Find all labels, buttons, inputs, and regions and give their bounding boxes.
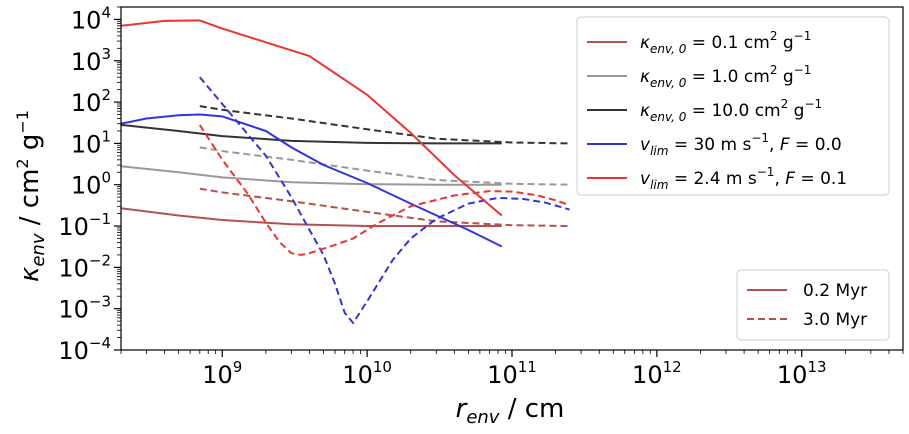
x-tick-label-4: 1013 <box>777 358 827 389</box>
series-line-v24-0.2 <box>121 19 503 217</box>
x-tick-label-3: 1012 <box>632 358 682 389</box>
x-tick-label-2: 1011 <box>487 358 537 389</box>
legend-layer: κenv, 0 = 0.1 cm2 g−1 κenv, 0 = 1.0 cm2 g… <box>576 16 890 341</box>
y-tick-label-4: 100 <box>71 169 111 200</box>
series-line-k01-3.0 <box>199 187 570 227</box>
legend-time-box <box>736 269 890 341</box>
y-tick-label-3: 10−1 <box>58 210 111 241</box>
x-tick-label-0: 109 <box>202 358 242 389</box>
legend-time-label-1: 3.0 Myr <box>803 310 867 330</box>
series-line-k1-3.0 <box>199 146 570 186</box>
series-line-k01-0.2 <box>121 207 502 227</box>
series-line-v30-3.0 <box>199 76 570 324</box>
y-tick-label-1: 10−3 <box>58 293 111 324</box>
legend-main-label-2: κenv, 0 = 10.0 cm2 g−1 <box>640 97 822 124</box>
legend-main-box <box>576 16 890 196</box>
series-line-k10-0.2 <box>121 123 502 145</box>
y-tick-label-7: 103 <box>71 45 111 76</box>
series-line-k1-0.2 <box>121 165 502 186</box>
y-tick-label-8: 104 <box>71 3 111 34</box>
y-tick-label-2: 10−2 <box>58 251 111 282</box>
y-tick-label-6: 102 <box>71 86 111 117</box>
series-line-k10-3.0 <box>199 105 570 145</box>
y-tick-label-0: 10−4 <box>58 334 111 365</box>
legend-main-label-1: κenv, 0 = 1.0 cm2 g−1 <box>640 63 811 90</box>
x-axis-label: renv / cm <box>456 394 565 428</box>
axes-layer: 109 1010 1011 1012 1013 10−4 10−3 10−2 10−1 100 10… <box>58 3 904 389</box>
legend-main-label-4: vlim = 2.4 m s−1, F = 0.1 <box>640 165 847 192</box>
series-layer <box>121 19 570 324</box>
legend-time-label-0: 0.2 Myr <box>803 281 867 301</box>
legend-main-label-0: κenv, 0 = 0.1 cm2 g−1 <box>640 29 811 56</box>
y-tick-label-5: 101 <box>71 127 111 158</box>
x-tick-label-1: 1010 <box>342 358 392 389</box>
y-axis-label: κenv / cm2 g−1 <box>13 110 49 282</box>
series-line-v24-3.0 <box>198 124 570 256</box>
legend-main-label-3: vlim = 30 m s−1, F = 0.0 <box>640 131 842 158</box>
series-line-v30-0.2 <box>121 113 503 248</box>
